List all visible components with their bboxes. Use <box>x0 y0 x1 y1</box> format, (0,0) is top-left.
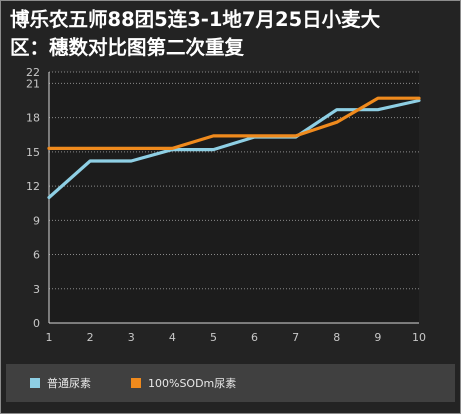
chart-title-line-1: 博乐农五师88团5连3-1地7月25日小麦大 <box>10 8 381 31</box>
chart-title-line-2: 区：穗数对比图第二次重复 <box>10 36 245 59</box>
y-tick-label: 6 <box>33 249 40 262</box>
series-line-2 <box>47 96 421 150</box>
y-tick-label: 15 <box>26 146 40 159</box>
x-tick-label: 4 <box>169 331 176 344</box>
y-tick-label: 18 <box>26 112 40 125</box>
x-tick-label: 10 <box>412 331 426 344</box>
plot-area <box>49 72 419 323</box>
x-tick-label: 5 <box>210 331 217 344</box>
y-tick-label: 0 <box>33 317 40 330</box>
legend-swatch-series-2 <box>131 378 141 388</box>
x-tick-label: 3 <box>128 331 135 344</box>
legend-label-series-2: 100%SODm尿素 <box>148 377 237 390</box>
x-tick-label: 6 <box>251 331 258 344</box>
y-tick-label: 22 <box>26 66 40 79</box>
x-tick-label: 2 <box>87 331 94 344</box>
y-tick-label: 12 <box>26 180 40 193</box>
x-tick-label: 9 <box>374 331 381 344</box>
legend-item-series-2: 100%SODm尿素 <box>131 376 236 390</box>
legend-item-series-1: 普通尿素 <box>30 376 91 390</box>
legend-label-series-1: 普通尿素 <box>47 377 91 390</box>
y-tick-label: 21 <box>26 77 40 90</box>
legend: 普通尿素 100%SODm尿素 <box>6 364 455 402</box>
x-tick-label: 8 <box>333 331 340 344</box>
chart-title: 博乐农五师88团5连3-1地7月25日小麦大 区：穗数对比图第二次重复 <box>10 6 450 62</box>
y-tick-label: 9 <box>33 214 40 227</box>
y-tick-label: 3 <box>33 283 40 296</box>
x-tick-label: 7 <box>292 331 299 344</box>
x-tick-label: 1 <box>46 331 53 344</box>
legend-swatch-series-1 <box>30 378 40 388</box>
